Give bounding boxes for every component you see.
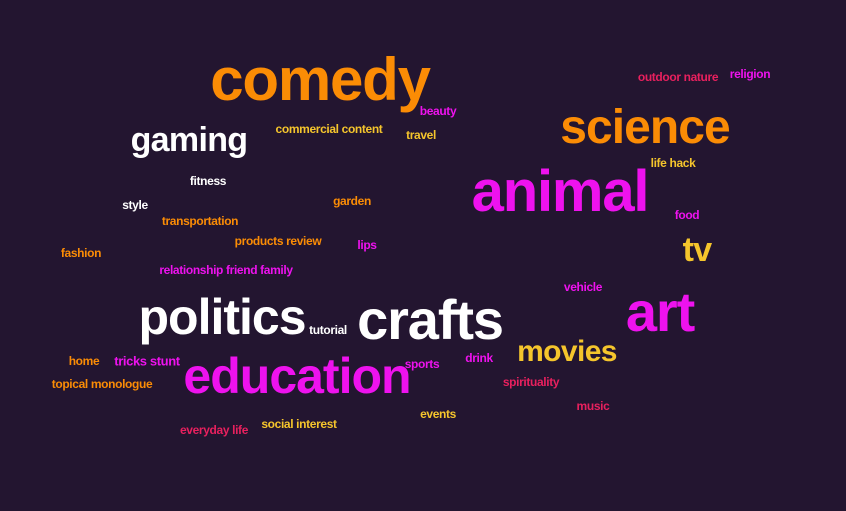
word-movies: movies — [517, 335, 617, 368]
word-education: education — [183, 348, 411, 404]
word-comedy: comedy — [210, 46, 431, 113]
word-gaming: gaming — [130, 121, 249, 159]
word-politics: politics — [138, 289, 306, 345]
word-music: music — [576, 399, 610, 413]
word-tutorial: tutorial — [309, 323, 347, 337]
word-commercial-content: commercial content — [275, 122, 383, 136]
word-tricks-stunt: tricks stunt — [114, 353, 180, 369]
word-events: events — [420, 407, 456, 421]
word-social-interest: social interest — [261, 417, 337, 431]
word-science: science — [560, 101, 730, 154]
word-style: style — [122, 198, 148, 212]
word-beauty: beauty — [419, 104, 457, 118]
word-animal: animal — [471, 159, 650, 224]
word-transportation: transportation — [161, 214, 239, 228]
word-fashion: fashion — [60, 246, 102, 260]
word-home: home — [68, 354, 100, 368]
word-relationship-friend-family: relationship friend family — [159, 263, 293, 277]
word-religion: religion — [729, 67, 771, 81]
word-sports: sports — [404, 357, 440, 371]
word-drink: drink — [465, 351, 493, 365]
word-food: food — [674, 208, 700, 222]
word-everyday-life: everyday life — [179, 423, 249, 437]
word-spirituality: spirituality — [502, 375, 560, 389]
word-products-review: products review — [234, 234, 322, 248]
word-fitness: fitness — [189, 174, 227, 188]
word-lips: lips — [357, 238, 377, 252]
word-topical-monologue: topical monologue — [51, 377, 153, 391]
word-outdoor-nature: outdoor nature — [637, 70, 719, 84]
word-life-hack: life hack — [650, 156, 696, 170]
word-travel: travel — [406, 128, 436, 142]
word-tv: tv — [682, 231, 713, 269]
word-crafts: crafts — [357, 288, 504, 351]
word-garden: garden — [333, 194, 371, 208]
word-art: art — [625, 280, 695, 343]
word-vehicle: vehicle — [563, 280, 603, 294]
